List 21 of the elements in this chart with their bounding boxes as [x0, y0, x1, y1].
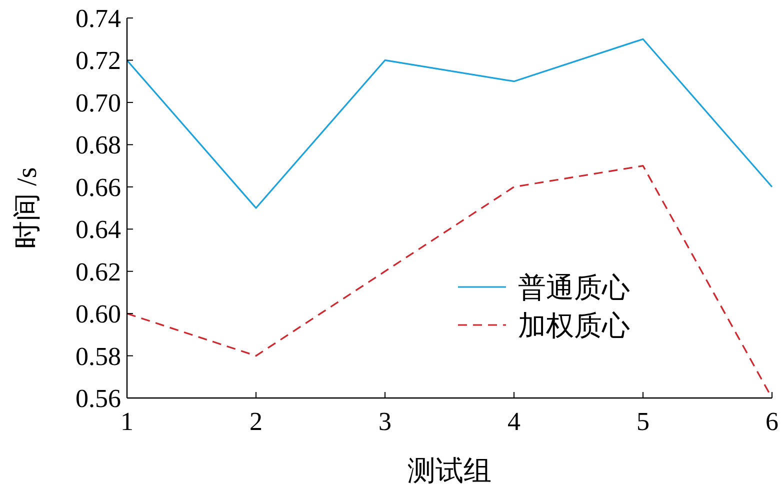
x-tick-label: 6 — [766, 407, 778, 436]
y-tick-label: 0.60 — [76, 300, 121, 329]
legend-label: 加权质心 — [518, 311, 630, 342]
y-tick-label: 0.74 — [76, 4, 121, 33]
y-tick-label: 0.62 — [76, 257, 121, 286]
y-tick-label: 0.66 — [76, 172, 121, 202]
y-tick-label: 0.70 — [76, 88, 121, 118]
line-series — [126, 38, 773, 209]
legend-label: 普通质心 — [518, 272, 630, 304]
x-tick-label: 1 — [120, 407, 134, 436]
x-tick-label: 2 — [250, 407, 262, 436]
y-axis-title: 时间 /s — [12, 167, 43, 249]
x-tick-label: 5 — [636, 407, 650, 436]
y-tick-label: 0.72 — [76, 46, 121, 76]
x-axis-title: 测试组 — [408, 456, 492, 487]
y-tick-label: 0.58 — [76, 342, 121, 371]
y-tick-label: 0.68 — [76, 130, 121, 160]
x-tick-label: 4 — [508, 407, 520, 436]
y-tick-label: 0.64 — [76, 215, 121, 244]
y-tick-label: 0.56 — [76, 384, 121, 413]
x-tick-label: 3 — [378, 407, 392, 436]
